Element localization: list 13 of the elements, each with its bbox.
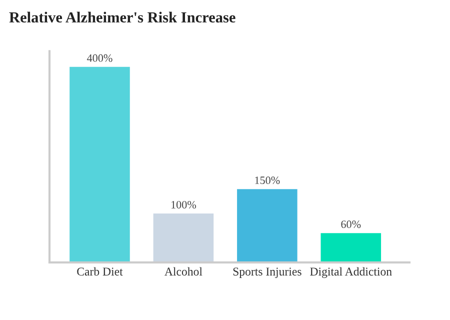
x-tick-label: Alcohol (164, 267, 202, 276)
bar (320, 233, 382, 262)
x-tick-label: Digital Addiction (310, 267, 392, 278)
x-tick-label: Sports Injuries (233, 268, 302, 278)
data-label: 150% (255, 176, 280, 184)
chart-title: Relative Alzheimer's Risk Increase (9, 12, 236, 23)
bar (153, 214, 214, 262)
bar (70, 66, 130, 262)
data-label: 60% (341, 220, 361, 228)
data-label: 100% (171, 200, 196, 209)
x-tick-label: Carb Diet (77, 267, 123, 276)
bar (237, 189, 298, 262)
data-label: 400% (86, 54, 112, 62)
